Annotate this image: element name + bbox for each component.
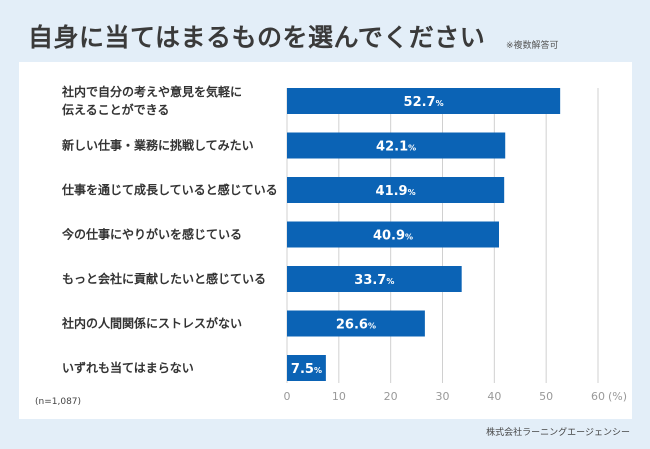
category-label: 今の仕事にやりがいを感じている bbox=[61, 227, 242, 242]
data-label: 42.1% bbox=[376, 140, 416, 155]
category-label: 仕事を通じて成長していると感じている bbox=[61, 182, 278, 197]
sample-size: (n=1,087) bbox=[35, 397, 82, 407]
category-label: いずれも当てはまらない bbox=[62, 360, 194, 375]
chart-title: 自身に当てはまるものを選んでください bbox=[28, 23, 486, 52]
bar bbox=[287, 266, 462, 292]
bar bbox=[287, 310, 425, 337]
x-tick-label: 30 bbox=[436, 390, 450, 403]
category-label: 社内で自分の考えや意見を気軽に bbox=[61, 84, 242, 99]
category-label: もっと会社に貢献したいと感じている bbox=[62, 271, 266, 286]
multiple-answer-note: ※複数解答可 bbox=[506, 41, 559, 51]
x-tick-label: 40 bbox=[487, 390, 501, 403]
x-tick-label: 60 bbox=[591, 390, 605, 403]
data-label: 40.9% bbox=[373, 229, 413, 244]
data-label: 41.9% bbox=[376, 184, 416, 199]
bar bbox=[287, 177, 505, 203]
x-tick-label: 10 bbox=[332, 390, 346, 403]
x-tick-label: 50 bbox=[539, 390, 553, 403]
bar bbox=[287, 221, 499, 248]
bar bbox=[287, 132, 506, 159]
source-credit: 株式会社ラーニングエージェンシー bbox=[486, 428, 630, 438]
bar bbox=[287, 355, 326, 381]
category-label: 伝えることができる bbox=[62, 102, 169, 117]
data-label: 33.7% bbox=[354, 273, 394, 288]
data-label: 7.5% bbox=[291, 362, 322, 377]
category-label: 新しい仕事・業務に挑戦してみたい bbox=[62, 138, 254, 153]
x-tick-label: 0 bbox=[284, 390, 291, 403]
category-label: 社内の人間関係にストレスがない bbox=[61, 316, 242, 331]
x-tick-label: 20 bbox=[384, 390, 398, 403]
x-unit-label: (%) bbox=[608, 390, 627, 403]
bar bbox=[287, 88, 561, 114]
data-label: 52.7% bbox=[404, 95, 444, 110]
data-label: 26.6% bbox=[336, 318, 376, 333]
